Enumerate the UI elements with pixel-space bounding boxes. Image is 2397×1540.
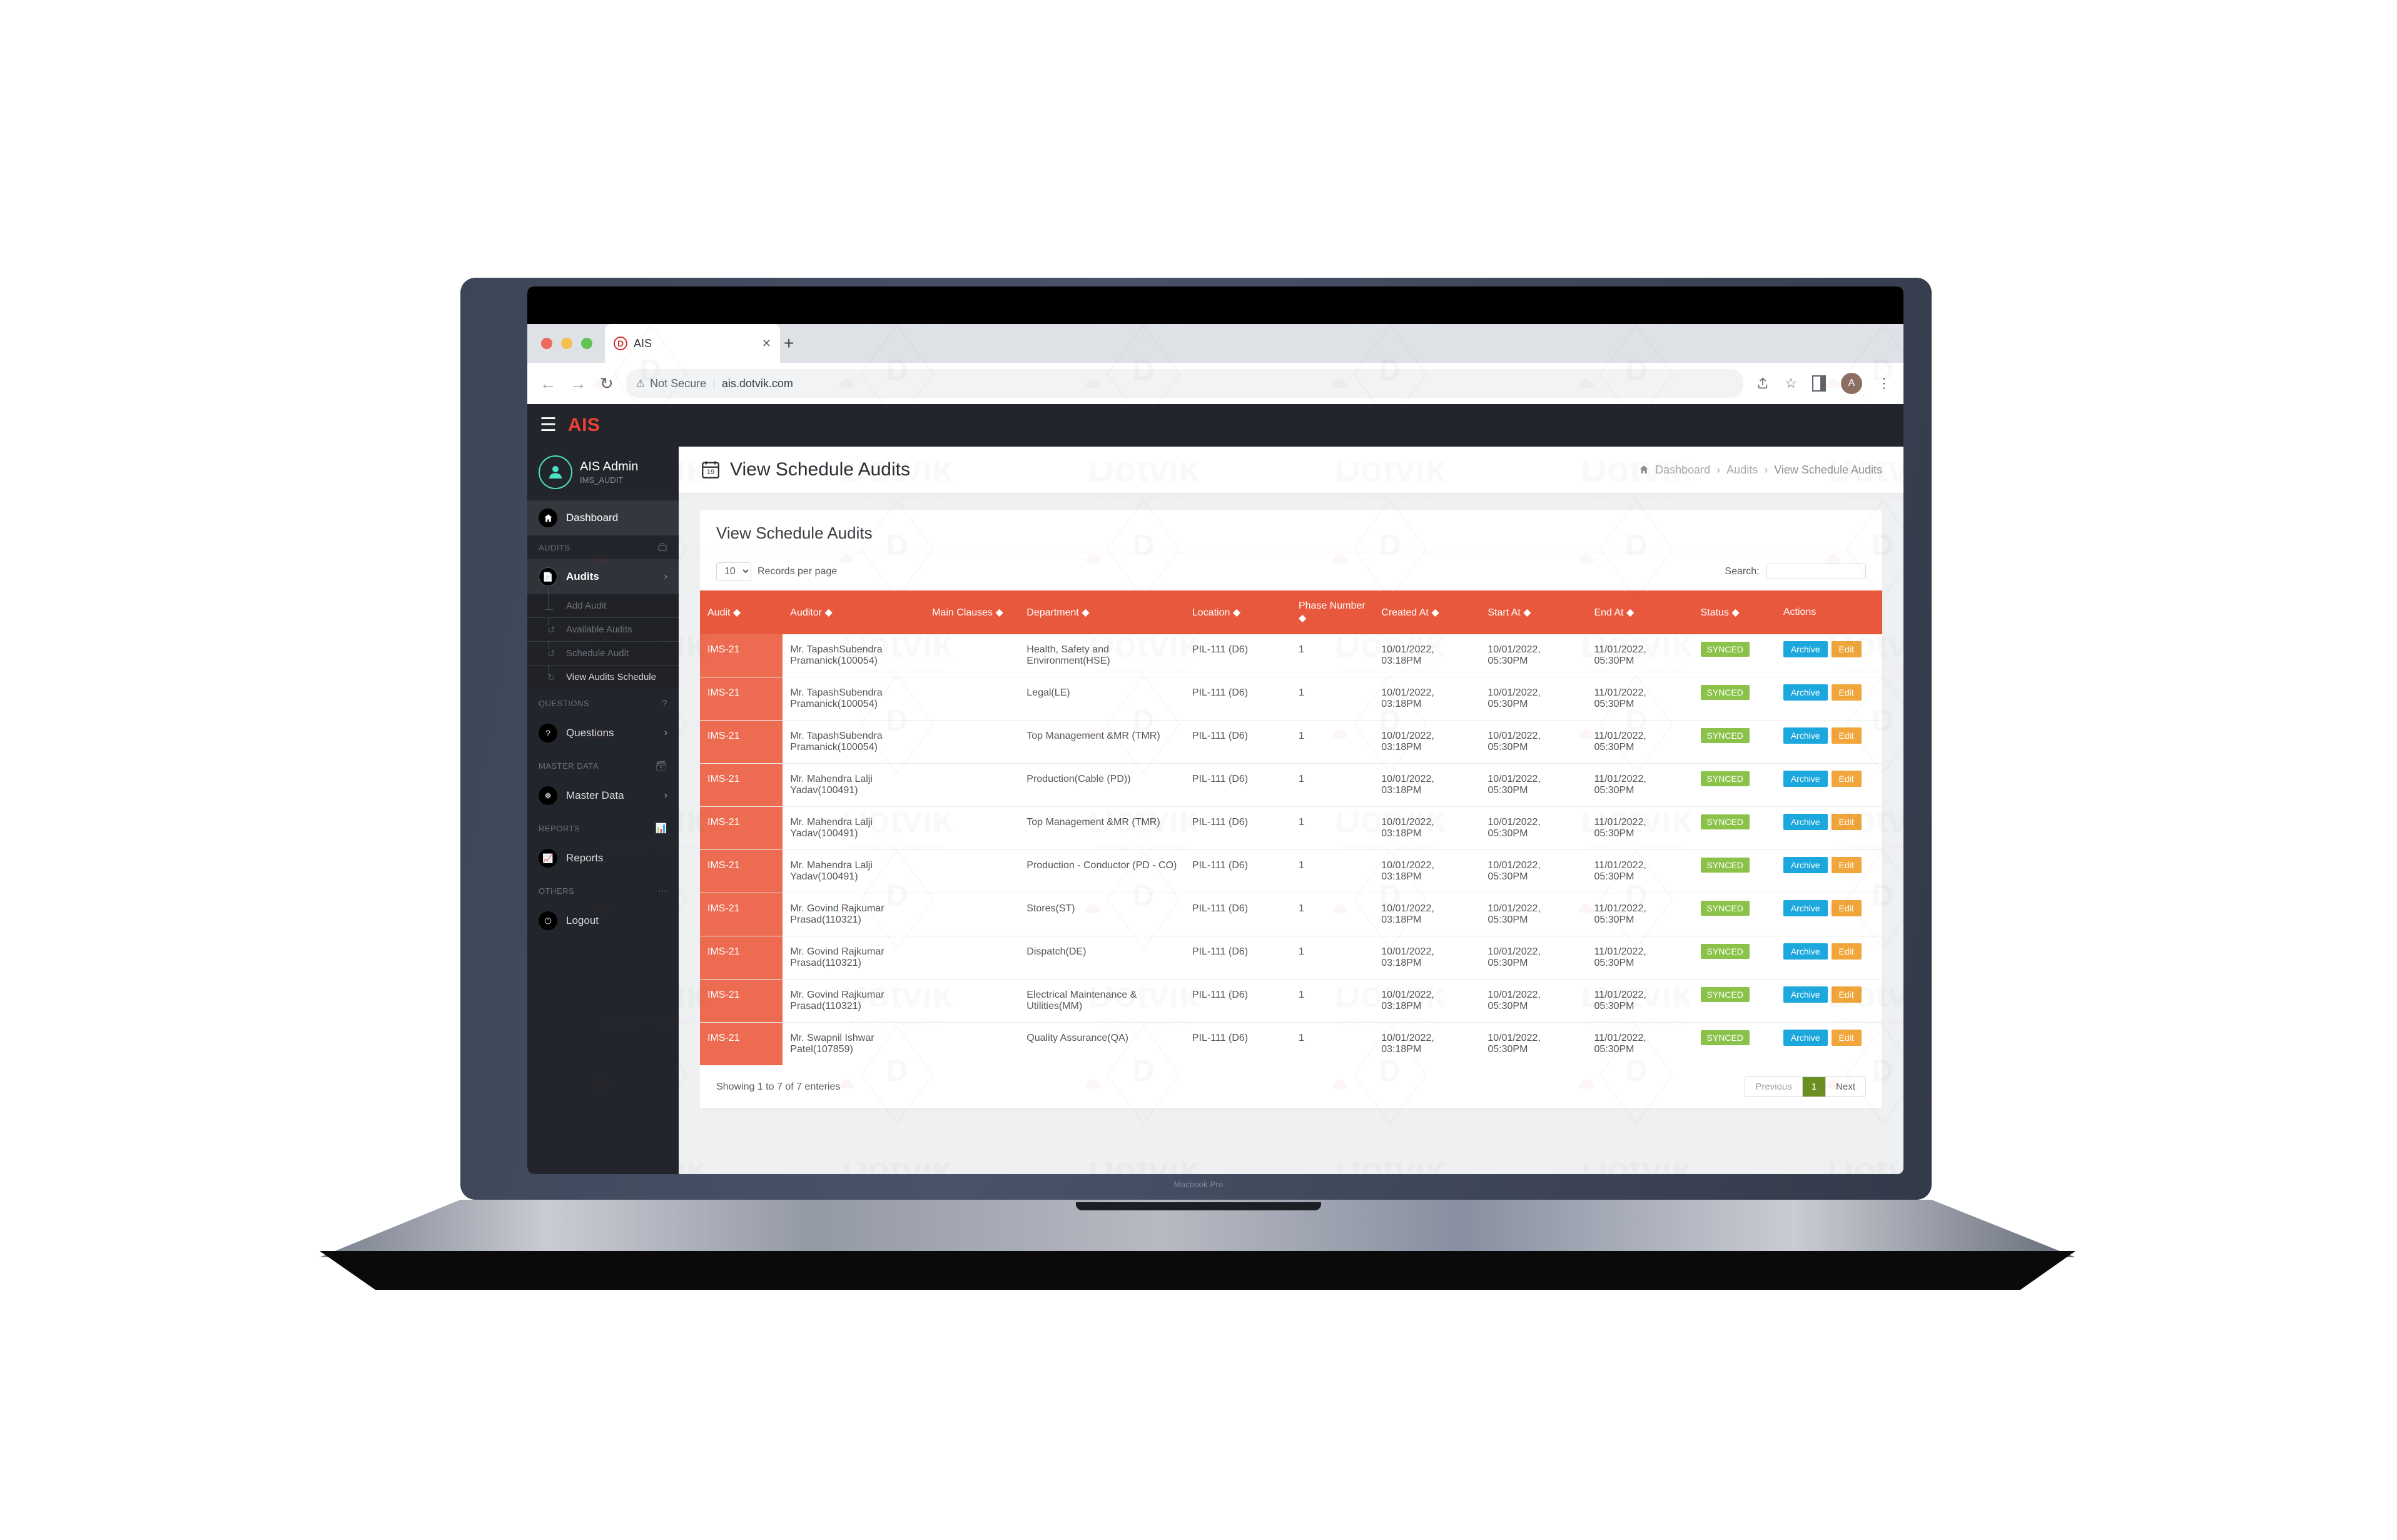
svg-text:19: 19 — [707, 469, 715, 476]
